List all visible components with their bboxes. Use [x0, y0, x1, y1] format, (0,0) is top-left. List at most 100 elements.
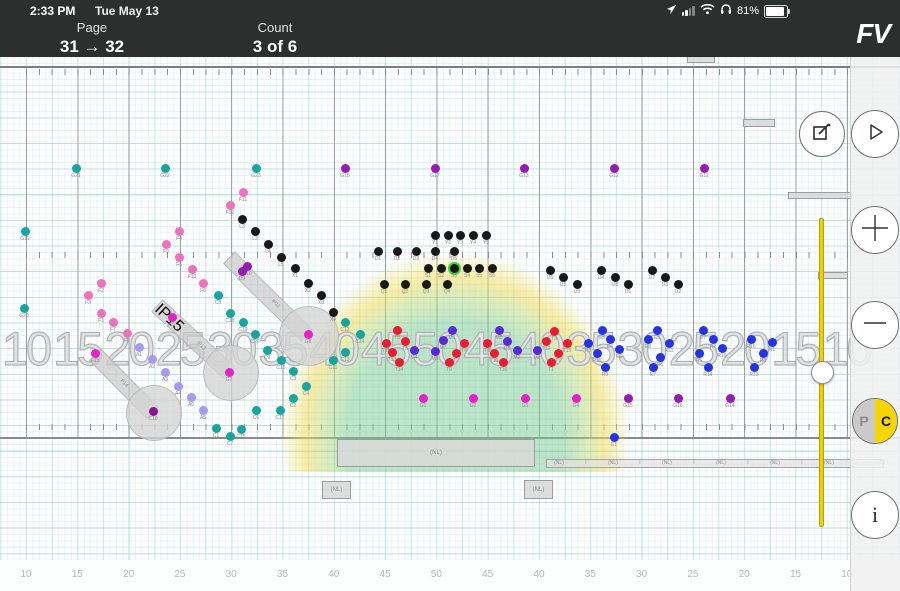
performer-dot[interactable] [767, 337, 777, 347]
performer-dot[interactable] [699, 163, 709, 173]
performer-dot[interactable] [442, 279, 452, 289]
performer-dot[interactable] [708, 334, 718, 344]
performer-dot[interactable] [447, 325, 457, 335]
performer-dot[interactable] [251, 163, 261, 173]
performer-dot[interactable] [430, 230, 440, 240]
performer-dot[interactable] [275, 405, 285, 415]
performer-dot[interactable] [462, 263, 472, 273]
performer-dot[interactable] [173, 381, 183, 391]
performer-dot[interactable] [288, 366, 298, 376]
count-indicator[interactable]: Count 3 of 6 [253, 20, 297, 57]
performer-dot[interactable] [583, 338, 593, 348]
performer-dot[interactable] [211, 423, 221, 433]
performer-dot[interactable] [553, 348, 563, 358]
performer-dot[interactable] [694, 348, 704, 358]
performer-dot[interactable] [83, 290, 93, 300]
performer-dot[interactable] [436, 263, 446, 273]
performer-dot[interactable] [147, 354, 157, 364]
performer-dot[interactable] [238, 317, 248, 327]
performer-dot[interactable] [482, 338, 492, 348]
performer-dot[interactable] [673, 393, 683, 403]
performer-dot[interactable] [250, 226, 260, 236]
performer-dot[interactable] [174, 226, 184, 236]
performer-dot[interactable] [90, 348, 100, 358]
performer-dot[interactable] [224, 367, 234, 377]
performer-dot[interactable] [198, 405, 208, 415]
performer-dot[interactable] [340, 347, 350, 357]
performer-dot[interactable] [474, 263, 484, 273]
performer-dot[interactable] [96, 308, 106, 318]
performer-dot[interactable] [160, 163, 170, 173]
performer-dot[interactable] [387, 347, 397, 357]
performer-dot[interactable] [409, 345, 419, 355]
performer-dot[interactable] [167, 312, 177, 322]
performer-dot[interactable] [468, 230, 478, 240]
performer-dot[interactable] [592, 348, 602, 358]
performer-dot[interactable] [596, 265, 606, 275]
performer-dot[interactable] [381, 338, 391, 348]
performer-dot[interactable] [494, 325, 504, 335]
performer-dot[interactable] [609, 163, 619, 173]
edit-button[interactable] [799, 111, 845, 157]
performer-dot[interactable] [392, 246, 402, 256]
performer-dot[interactable] [498, 357, 508, 367]
performer-dot[interactable] [423, 263, 433, 273]
performer-dot[interactable] [444, 357, 454, 367]
performer-dot[interactable] [546, 357, 556, 367]
performer-dot[interactable] [455, 230, 465, 240]
performer-dot[interactable] [512, 345, 522, 355]
performer-dot[interactable] [623, 393, 633, 403]
performer-dot[interactable] [614, 344, 624, 354]
performer-dot[interactable] [225, 200, 235, 210]
page-count-toggle[interactable]: P C [852, 398, 898, 444]
performer-dot[interactable] [549, 326, 559, 336]
performer-dot[interactable] [328, 355, 338, 365]
performer-dot[interactable] [746, 334, 756, 344]
performer-dot[interactable] [290, 263, 300, 273]
performer-dot[interactable] [148, 406, 158, 416]
performer-dot[interactable] [236, 424, 246, 434]
performer-dot[interactable] [328, 307, 338, 317]
performer-dot[interactable] [648, 362, 658, 372]
performer-dot[interactable] [600, 362, 610, 372]
performer-dot[interactable] [532, 345, 542, 355]
performer-dot[interactable] [303, 329, 313, 339]
performer-dot[interactable] [301, 381, 311, 391]
performer-dot[interactable] [449, 263, 459, 273]
performer-dot[interactable] [392, 325, 402, 335]
performer-dot[interactable] [276, 355, 286, 365]
count-mode-label[interactable]: C [875, 399, 897, 443]
performer-dot[interactable] [717, 343, 727, 353]
performer-dot[interactable] [468, 393, 478, 403]
performer-dot[interactable] [652, 325, 662, 335]
performer-dot[interactable] [71, 163, 81, 173]
performer-dot[interactable] [122, 328, 132, 338]
performer-dot[interactable] [355, 329, 365, 339]
performer-dot[interactable] [174, 252, 184, 262]
performer-dot[interactable] [186, 392, 196, 402]
performer-dot[interactable] [421, 279, 431, 289]
performer-dot[interactable] [459, 338, 469, 348]
performer-dot[interactable] [519, 163, 529, 173]
zoom-out-button[interactable] [851, 301, 899, 349]
performer-dot[interactable] [373, 246, 383, 256]
performer-dot[interactable] [443, 230, 453, 240]
performer-dot[interactable] [237, 266, 247, 276]
performer-dot[interactable] [609, 432, 619, 442]
performer-dot[interactable] [340, 317, 350, 327]
performer-dot[interactable] [502, 336, 512, 346]
performer-dot[interactable] [238, 187, 248, 197]
performer-dot[interactable] [213, 290, 223, 300]
performer-dot[interactable] [198, 278, 208, 288]
performer-dot[interactable] [242, 261, 252, 271]
performer-dot[interactable] [451, 348, 461, 358]
performer-dot[interactable] [108, 317, 118, 327]
performer-dot[interactable] [276, 252, 286, 262]
performer-dot[interactable] [749, 362, 759, 372]
performer-dot[interactable] [418, 393, 428, 403]
performer-dot[interactable] [673, 279, 683, 289]
performer-dot[interactable] [394, 357, 404, 367]
performer-dot[interactable] [225, 431, 235, 441]
performer-dot[interactable] [541, 336, 551, 346]
